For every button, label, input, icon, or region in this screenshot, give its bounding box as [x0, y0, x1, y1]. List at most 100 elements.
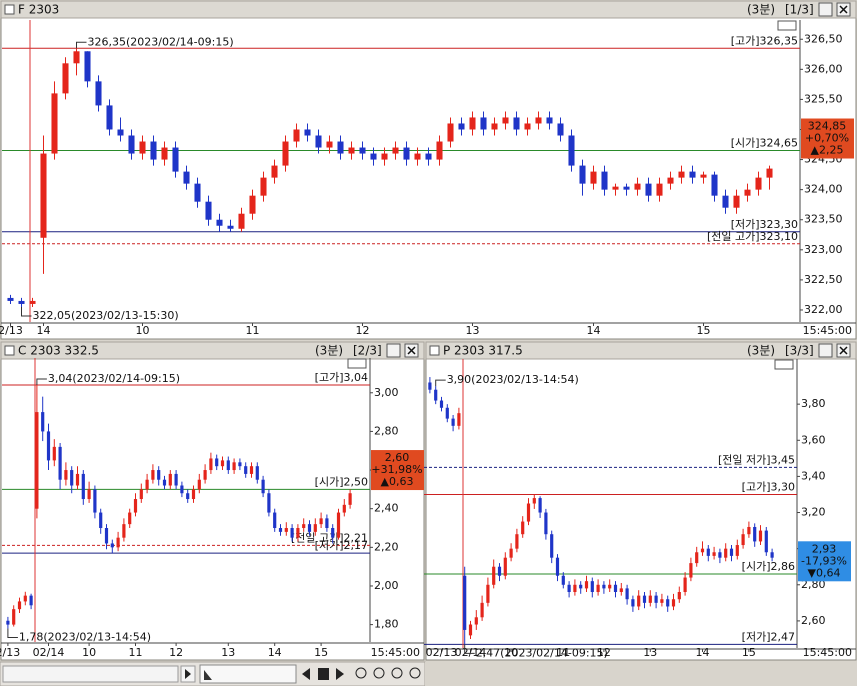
stop-button[interactable]	[318, 668, 329, 680]
candle-body	[631, 599, 635, 607]
candle-body	[544, 512, 548, 535]
reference-label: [고가]3,04	[315, 371, 368, 384]
candle-body	[325, 518, 329, 529]
slider-handle[interactable]	[204, 670, 212, 680]
title-bar	[0, 0, 857, 19]
candle-body	[197, 479, 201, 490]
candle-body	[567, 584, 571, 593]
scrollbar[interactable]	[0, 661, 426, 686]
candle-body	[671, 599, 676, 607]
annotation-pointer	[435, 379, 446, 387]
candle-body	[753, 526, 757, 542]
candle-body	[634, 183, 641, 190]
period-label: (3분)	[747, 3, 775, 17]
candle-body	[619, 588, 623, 593]
candle-body	[561, 575, 565, 585]
zoom-in-icon[interactable]	[355, 667, 367, 679]
maximize-button[interactable]	[818, 343, 833, 358]
candle-body	[313, 524, 317, 532]
candle-body	[695, 552, 699, 564]
x-tick-label: 14	[268, 646, 282, 659]
candle-body	[706, 548, 710, 556]
zoom-out-icon[interactable]	[373, 667, 385, 679]
candle-body	[104, 528, 109, 544]
candle-body	[654, 595, 658, 603]
candle-body	[414, 153, 421, 160]
x-tick-label: 11	[129, 646, 143, 659]
candle-body	[41, 412, 45, 432]
layout-icon	[777, 20, 797, 31]
candle-body	[660, 599, 664, 603]
candle-body	[532, 498, 536, 504]
candle-body	[52, 446, 56, 461]
checkbox[interactable]	[4, 4, 15, 15]
zoom-slider[interactable]	[199, 664, 297, 684]
candle-body	[249, 466, 254, 474]
x-tick-label: 14	[587, 324, 601, 337]
badge-change: ▲2,25	[811, 144, 844, 157]
reference-label: [저가]2,47	[742, 630, 795, 643]
x-tick-label: 02/13	[426, 646, 458, 659]
candle-body	[718, 552, 722, 558]
candle-body	[232, 462, 236, 471]
candle-body	[434, 389, 438, 401]
candle-body	[273, 512, 277, 529]
reference-label: [고가]326,35	[731, 34, 798, 47]
candle-body	[116, 537, 120, 548]
x-tick-label: 15	[697, 324, 711, 337]
scroll-thumb[interactable]	[2, 665, 179, 683]
x-tick-label: 14	[37, 324, 51, 337]
candle-body	[150, 141, 157, 160]
candle-body	[573, 584, 577, 593]
candle-body	[744, 189, 751, 196]
badge-price: 324,85	[808, 120, 847, 133]
reference-label: [전일 저가]3,45	[718, 452, 795, 466]
candle-body	[425, 153, 432, 160]
candle-body	[191, 489, 196, 500]
maximize-button[interactable]	[818, 2, 833, 17]
x-tick-label: 11	[246, 324, 260, 337]
annotation-label: 3,04(2023/02/14-09:15)	[48, 372, 180, 385]
panel	[0, 0, 857, 340]
candle-body	[95, 81, 102, 106]
candle-body	[392, 147, 399, 154]
reference-label: [시가]2,86	[742, 560, 795, 573]
candle-body	[677, 592, 681, 600]
y-tick-label: 3,60	[801, 433, 826, 446]
candle-body	[683, 577, 687, 593]
y-tick-label: 322,00	[804, 303, 843, 316]
checkbox[interactable]	[429, 345, 440, 356]
x-tick-label: 2/13	[0, 646, 20, 659]
checkbox[interactable]	[4, 345, 15, 356]
candle-body	[342, 504, 346, 513]
maximize-button[interactable]	[386, 343, 401, 358]
annotation-label: 326,35(2023/02/14-09:15)	[88, 35, 234, 48]
candle-body	[226, 460, 230, 471]
candle-body	[336, 512, 341, 538]
x-tick-label: 12	[597, 646, 611, 659]
candle-body	[492, 566, 496, 585]
candle-body	[502, 117, 509, 124]
x-end-label: 15:45:00	[803, 324, 852, 337]
zoom-fit-icon[interactable]	[409, 667, 421, 679]
candle-body	[480, 117, 487, 130]
next-button[interactable]	[336, 668, 344, 680]
candle-body	[735, 545, 739, 556]
candle-body	[249, 195, 256, 214]
candle-body	[770, 552, 774, 558]
zoom-reset-icon[interactable]	[391, 667, 403, 679]
y-tick-label: 2,60	[801, 614, 826, 627]
reference-label: [저가]323,30	[731, 218, 798, 231]
candle-body	[271, 165, 278, 178]
candle-body	[157, 470, 161, 480]
prev-button[interactable]	[302, 668, 310, 680]
candle-body	[51, 93, 58, 154]
candle-body	[428, 382, 432, 390]
x-tick-label: 2/13	[0, 324, 23, 337]
candle-body	[40, 153, 47, 238]
candle-body	[370, 153, 377, 160]
badge-change: ▼0,64	[808, 566, 841, 579]
candle-body	[282, 141, 289, 166]
candle-body	[75, 473, 80, 486]
candle-body	[491, 123, 498, 130]
